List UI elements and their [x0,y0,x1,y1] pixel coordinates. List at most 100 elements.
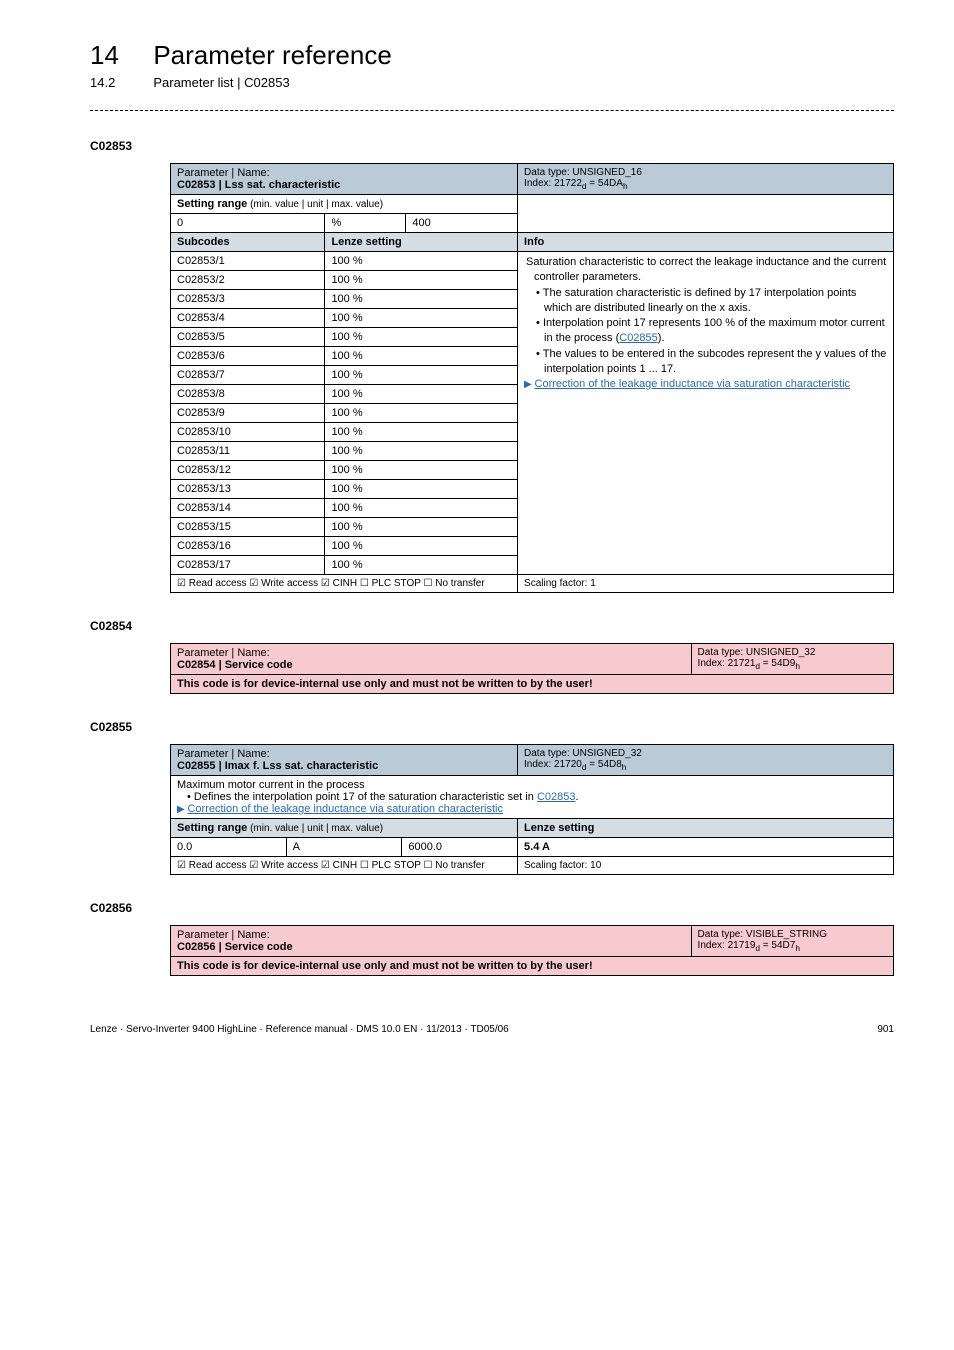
subcode-val: 100 % [325,537,518,556]
lenze-val: 5.4 A [518,838,894,857]
warning-text: This code is for device-internal use onl… [171,675,894,694]
subcode-cell: C02853/5 [171,328,325,347]
info-header: Info [518,233,894,252]
subcode-cell: C02853/3 [171,290,325,309]
name-cell: Parameter | Name: C02854 | Service code [171,644,692,675]
subcode-cell: C02853/17 [171,556,325,575]
table-c02856: Parameter | Name: C02856 | Service code … [170,925,894,976]
min-val: 0.0 [171,838,287,857]
subcode-val: 100 % [325,480,518,499]
name-cell: Parameter | Name: C02856 | Service code [171,926,692,957]
chapter-number: 14 [90,40,150,71]
chapter-title: Parameter reference [153,40,391,70]
footer-page-number: 901 [877,1024,894,1035]
page-footer: Lenze · Servo-Inverter 9400 HighLine · R… [90,1024,894,1035]
sub-number: 14.2 [90,75,150,90]
subcode-val: 100 % [325,499,518,518]
param-name: C02855 | Imax f. Lss sat. characteristic [177,760,378,772]
subcode-val: 100 % [325,271,518,290]
max-val: 400 [406,214,518,233]
dtype-cell: Data type: UNSIGNED_32 Index: 21721d = 5… [691,644,893,675]
link-c02855[interactable]: C02855 [619,332,658,344]
info-bullet: • Interpolation point 17 represents 100 … [524,316,887,346]
setting-range-header: Setting range (min. value | unit | max. … [171,195,518,214]
subcodes-header: Subcodes [171,233,325,252]
info-line: Saturation characteristic to correct the… [524,255,887,285]
subcode-val: 100 % [325,252,518,271]
name-label: Parameter | Name: [177,748,270,760]
desc-cell: Maximum motor current in the process • D… [171,776,894,819]
max-val: 6000.0 [402,838,518,857]
table-c02855: Parameter | Name: C02855 | Imax f. Lss s… [170,744,894,875]
name-label: Parameter | Name: [177,647,270,659]
subcode-cell: C02853/7 [171,366,325,385]
warning-text: This code is for device-internal use onl… [171,957,894,976]
subcode-val: 100 % [325,442,518,461]
subcode-cell: C02853/10 [171,423,325,442]
sub-title: Parameter list | C02853 [153,75,289,90]
subcode-val: 100 % [325,404,518,423]
subcode-cell: C02853/11 [171,442,325,461]
lenze-header: Lenze setting [518,819,894,838]
subcode-cell: C02853/16 [171,537,325,556]
subcode-cell: C02853/15 [171,518,325,537]
param-name: C02853 | Lss sat. characteristic [177,179,340,191]
subcode-val: 100 % [325,290,518,309]
scaling-factor: Scaling factor: 1 [518,575,894,593]
info-bullet: • The saturation characteristic is defin… [524,286,887,316]
dtype-cell: Data type: UNSIGNED_16 Index: 21722d = 5… [518,164,894,195]
subcode-val: 100 % [325,309,518,328]
subcode-cell: C02853/14 [171,499,325,518]
subcode-cell: C02853/1 [171,252,325,271]
subcode-val: 100 % [325,347,518,366]
subcode-cell: C02853/6 [171,347,325,366]
empty-cell [518,195,894,233]
chapter-heading: 14 Parameter reference [90,40,894,71]
dtype-cell: Data type: VISIBLE_STRING Index: 21719d … [691,926,893,957]
name-label: Parameter | Name: [177,167,270,179]
subcode-val: 100 % [325,366,518,385]
subcode-cell: C02853/2 [171,271,325,290]
table-c02854: Parameter | Name: C02854 | Service code … [170,643,894,694]
link-c02853[interactable]: C02853 [537,791,576,803]
triangle-icon: ▶ [177,804,187,815]
triangle-icon: ▶ [524,379,534,390]
separator-line [90,110,894,111]
sub-heading: 14.2 Parameter list | C02853 [90,75,894,90]
name-label: Parameter | Name: [177,929,270,941]
link-correction[interactable]: Correction of the leakage inductance via… [535,378,851,390]
desc-bullet: • Defines the interpolation point 17 of … [177,791,887,803]
name-cell: Parameter | Name: C02855 | Imax f. Lss s… [171,745,518,776]
param-id-c02855: C02855 [90,720,894,734]
scaling-factor: Scaling factor: 10 [518,857,894,875]
subcode-cell: C02853/9 [171,404,325,423]
subcode-val: 100 % [325,423,518,442]
param-id-c02854: C02854 [90,619,894,633]
subcode-val: 100 % [325,518,518,537]
unit-val: % [325,214,406,233]
lenze-header: Lenze setting [325,233,518,252]
unit-val: A [286,838,402,857]
dtype-cell: Data type: UNSIGNED_32 Index: 21720d = 5… [518,745,894,776]
subcode-val: 100 % [325,556,518,575]
min-val: 0 [171,214,325,233]
footer-left: Lenze · Servo-Inverter 9400 HighLine · R… [90,1024,509,1035]
param-id-c02853: C02853 [90,139,894,153]
subcode-cell: C02853/13 [171,480,325,499]
info-bullet: • The values to be entered in the subcod… [524,347,887,377]
subcode-cell: C02853/8 [171,385,325,404]
table-c02853: Parameter | Name: C02853 | Lss sat. char… [170,163,894,593]
access-footer: ☑ Read access ☑ Write access ☑ CINH ☐ PL… [171,857,518,875]
access-footer: ☑ Read access ☑ Write access ☑ CINH ☐ PL… [171,575,518,593]
param-name: C02856 | Service code [177,941,293,953]
setting-range-header: Setting range (min. value | unit | max. … [171,819,518,838]
subcode-val: 100 % [325,328,518,347]
name-cell: Parameter | Name: C02853 | Lss sat. char… [171,164,518,195]
subcode-cell: C02853/12 [171,461,325,480]
subcode-val: 100 % [325,385,518,404]
param-name: C02854 | Service code [177,659,293,671]
desc-line: Maximum motor current in the process [177,779,887,791]
link-correction[interactable]: Correction of the leakage inductance via… [187,803,503,815]
info-cell: Saturation characteristic to correct the… [518,252,894,575]
subcode-val: 100 % [325,461,518,480]
